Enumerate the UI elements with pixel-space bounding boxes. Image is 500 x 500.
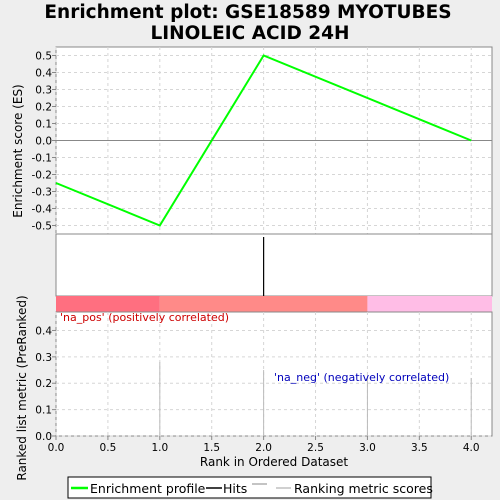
metric-y-ticks: 0.4 0.3 0.2 0.1 0.0 [35, 325, 56, 443]
x-tick-label: 3.0 [359, 442, 376, 454]
metric-y-tick-label: 0.1 [35, 405, 52, 417]
metric-y-tick-label: 0.4 [35, 325, 52, 337]
es-y-tick-label: 0.3 [35, 85, 52, 97]
es-y-tick-label: 0.5 [35, 51, 52, 63]
hits-plot-area [55, 233, 493, 297]
x-axis-label: Rank in Ordered Dataset [200, 455, 348, 469]
ranked-heatmap-bar [56, 296, 492, 312]
es-y-axis-label: Enrichment score (ES) [11, 84, 25, 217]
chart-title-line2: LINOLEIC ACID 24H [150, 23, 349, 44]
es-y-tick-label: 0.4 [35, 68, 52, 80]
chart-title-line1: Enrichment plot: GSE18589 MYOTUBES [44, 2, 451, 23]
es-y-tick-label: -0.1 [32, 153, 53, 165]
metric-y-tick-label: 0.2 [35, 378, 52, 390]
x-tick-label: 2.5 [307, 442, 324, 454]
legend-box [67, 476, 432, 499]
positive-correlation-label: 'na_pos' (positively correlated) [60, 311, 229, 324]
heatmap-band [56, 296, 160, 312]
metric-bars [159, 362, 472, 436]
es-y-tick-label: -0.4 [32, 204, 53, 216]
negative-correlation-label: 'na_neg' (negatively correlated) [274, 371, 449, 384]
metric-panel: 0.4 0.3 0.2 0.1 0.0 'na_pos' (positively cor… [15, 295, 493, 481]
es-y-tick-label: -0.3 [32, 187, 53, 199]
legend-label: Hits [223, 481, 247, 496]
heatmap-band [367, 296, 492, 312]
x-tick-label: 0.5 [100, 442, 117, 454]
metric-y-tick-label: 0.0 [35, 431, 52, 443]
metric-y-tick-label: 0.3 [35, 352, 52, 364]
es-y-tick-label: 0.1 [35, 119, 52, 131]
x-axis-ticks: 0.0 0.5 1.0 1.5 2.0 2.5 3.0 3.5 4.0 [48, 436, 480, 454]
hits-panel [55, 233, 493, 297]
heatmap-band [159, 296, 368, 312]
es-y-tick-label: 0.0 [35, 136, 52, 148]
es-y-tick-label: -0.5 [32, 221, 53, 233]
metric-y-axis-label: Ranked list metric (PreRanked) [15, 295, 29, 480]
x-tick-label: 4.0 [463, 442, 480, 454]
legend-items: Enrichment profile Hits Ranking metric sco… [71, 481, 433, 496]
enrichment-profile-line [55, 54, 472, 227]
es-y-tick-label: -0.2 [32, 170, 53, 182]
legend-label: Ranking metric scores [294, 481, 433, 496]
x-tick-label: 3.5 [411, 442, 428, 454]
es-y-ticks: 0.5 0.4 0.3 0.2 0.1 0.0 -0.1 -0.2 -0.3 -0.4 -0.5 [32, 51, 56, 233]
legend-label: Enrichment profile [90, 481, 206, 496]
es-y-tick-label: 0.2 [35, 102, 52, 114]
x-tick-label: 0.0 [48, 442, 65, 454]
legend: Enrichment profile Hits Ranking metric sco… [67, 476, 433, 499]
x-tick-label: 1.0 [151, 442, 168, 454]
x-tick-label: 2.0 [255, 442, 272, 454]
x-tick-label: 1.5 [203, 442, 220, 454]
es-panel: 0.5 0.4 0.3 0.2 0.1 0.0 -0.1 -0.2 -0.3 -0.4 -0.5 E… [11, 46, 493, 235]
